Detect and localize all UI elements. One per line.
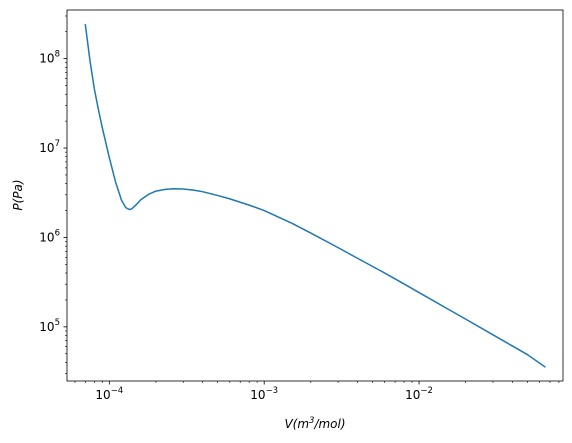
x-axis-label-sup: 3 (309, 416, 314, 426)
x-tick-label: 10−2 (405, 386, 433, 402)
y-tick-label: 108 (39, 50, 60, 66)
plot-frame (66, 9, 564, 382)
x-axis-label-rest: /mol) (313, 417, 345, 431)
plot-area (67, 10, 563, 381)
x-axis-label-base: V(m (284, 417, 309, 431)
y-tick-label: 107 (39, 139, 60, 155)
x-tick-label: 10−4 (95, 386, 123, 402)
x-axis-label: V(m3/mol) (284, 416, 345, 431)
series-line (84, 23, 546, 368)
major-ticks (63, 58, 420, 385)
x-tick-label: 10−3 (250, 386, 278, 402)
y-tick-label: 105 (39, 318, 60, 334)
y-axis-label: P(Pa) (11, 179, 25, 210)
y-tick-label: 106 (39, 228, 60, 244)
y-tick-labels: 105 106 107 108 (39, 50, 60, 334)
x-tick-labels: 10−4 10−3 10−2 (95, 386, 433, 402)
